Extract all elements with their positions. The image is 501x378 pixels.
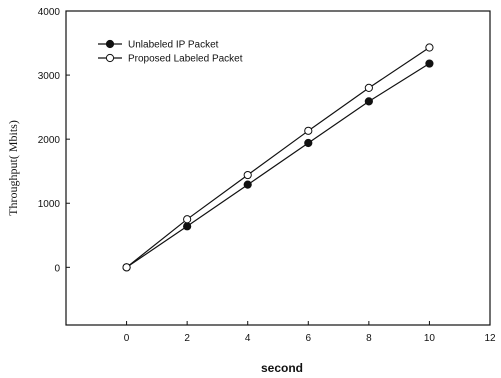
plot-frame: [65, 10, 491, 326]
legend-label: Unlabeled IP Packet: [128, 40, 219, 51]
x-tick-label: 12: [484, 333, 496, 344]
x-tick-label: 6: [306, 333, 312, 344]
series-line-2: [126, 47, 430, 268]
x-axis-title: second: [261, 361, 303, 375]
legend-marker: [105, 53, 115, 63]
x-tick-label: 2: [184, 333, 190, 344]
y-tick-label: 4000: [38, 7, 61, 18]
series-2-point: [425, 43, 434, 52]
legend-marker: [105, 39, 115, 49]
x-tick-label: 8: [366, 333, 372, 344]
series-2-point: [122, 263, 131, 272]
series-1-point: [425, 59, 434, 68]
x-tick-label: 4: [245, 333, 251, 344]
ticks-layer: 0 2 4 6 8 10 12 0 1000 2000 3000 4000: [38, 7, 496, 344]
series-1-point: [183, 222, 192, 231]
y-tick-label: 2000: [38, 135, 61, 146]
x-tick-label: 10: [424, 333, 436, 344]
series-1-point: [304, 138, 313, 148]
x-tick-label: 0: [124, 333, 130, 344]
series-1-point: [243, 180, 252, 189]
series-1-point: [364, 97, 373, 106]
series-2-point: [304, 126, 313, 135]
series-line-1: [126, 62, 430, 268]
y-tick-label: 1000: [38, 199, 61, 210]
series-2-point: [364, 83, 373, 92]
y-axis-title: Throughput( Mbits): [6, 120, 20, 216]
series-2-point: [243, 170, 252, 180]
y-tick-label: 3000: [38, 71, 61, 82]
y-tick-label: 0: [54, 263, 60, 274]
legend: Unlabeled IP Packet Proposed Labeled Pack…: [98, 40, 243, 65]
series-2-point: [183, 215, 192, 224]
series-layer: [122, 43, 434, 272]
legend-label: Proposed Labeled Packet: [128, 54, 243, 65]
